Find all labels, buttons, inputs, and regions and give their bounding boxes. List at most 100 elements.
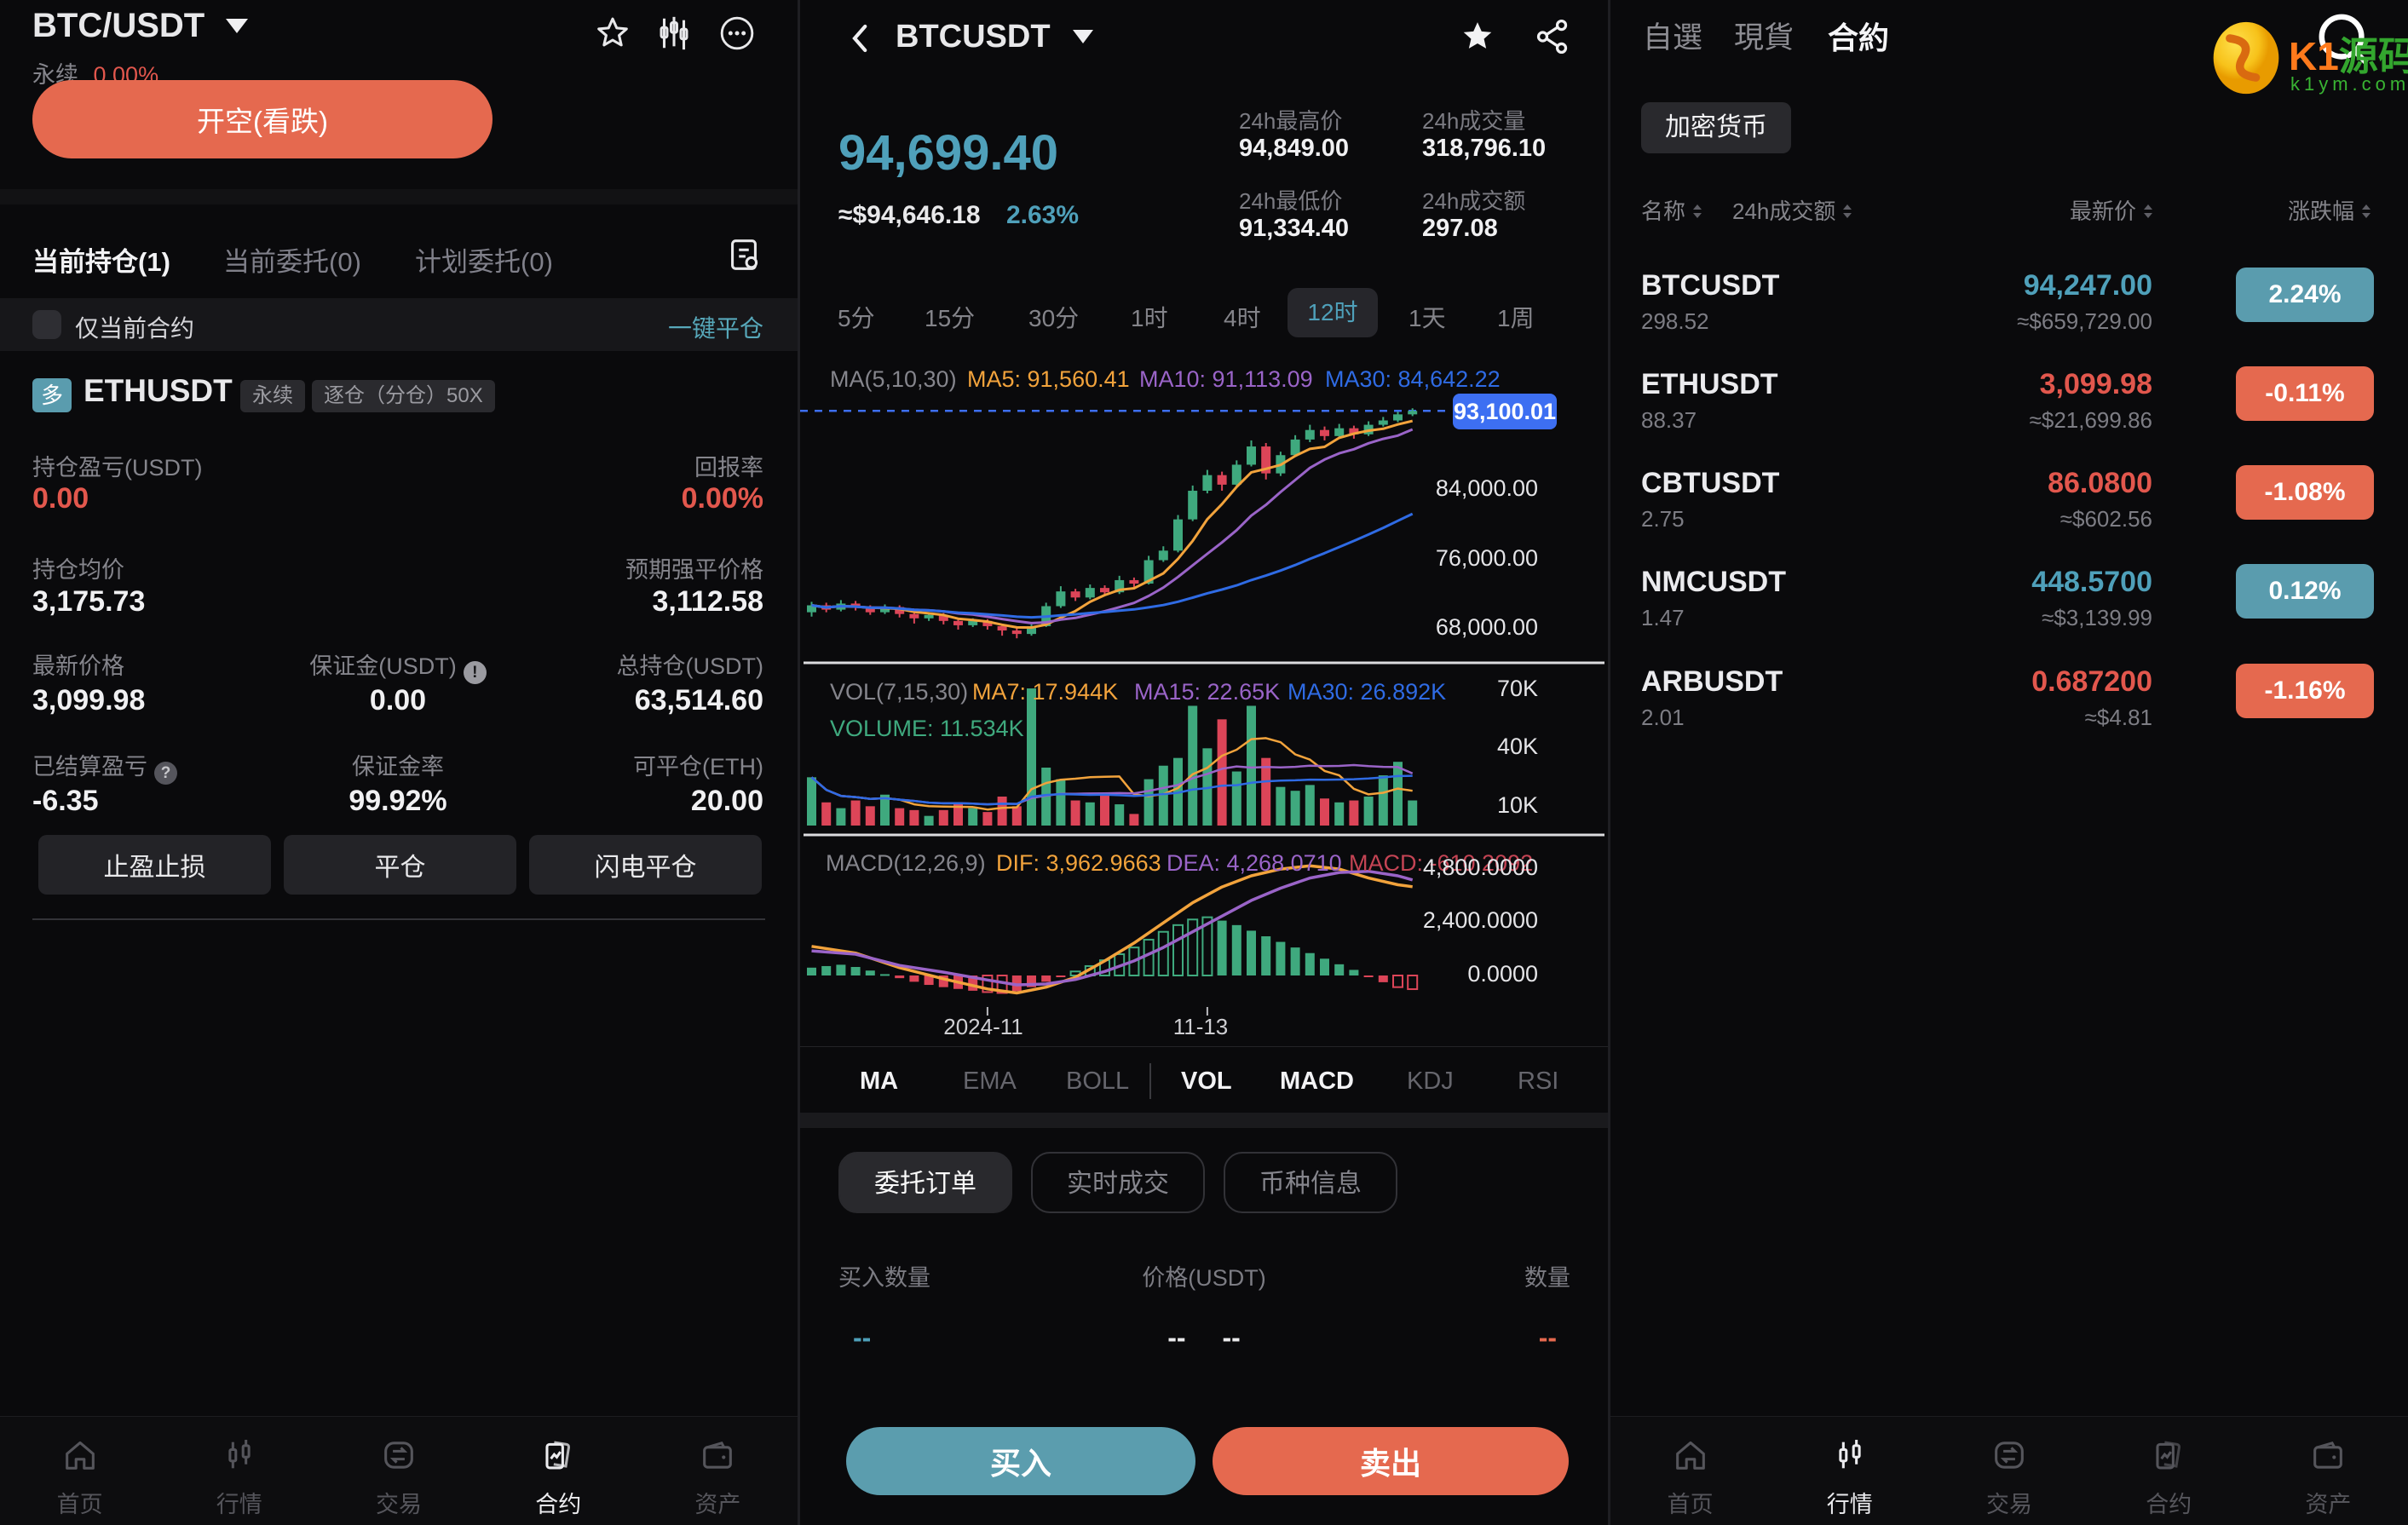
open-short-button[interactable]: 开空(看跌) <box>32 80 493 158</box>
order-tab-委托订单[interactable]: 委托订单 <box>838 1152 1012 1213</box>
vol-axis-label: 10K <box>1496 792 1538 818</box>
buy-button[interactable]: 买入 <box>846 1427 1195 1495</box>
price-axis-label: 84,000.00 <box>1435 475 1538 501</box>
only-current-checkbox[interactable] <box>32 310 61 339</box>
back-icon[interactable] <box>843 20 879 60</box>
sort-header-24h成交额[interactable]: 24h成交额 <box>1732 194 1854 226</box>
order-tab-币种信息[interactable]: 币种信息 <box>1224 1152 1397 1213</box>
field-label: 回报率 <box>694 455 763 481</box>
order-history-icon[interactable] <box>724 235 763 279</box>
field-label: 保证金率 <box>352 754 444 780</box>
row-change-badge[interactable]: -1.08% <box>2236 465 2374 520</box>
timeframe-1时[interactable]: 1时 <box>1131 305 1168 331</box>
vol-ma30: MA30: 26.892K <box>1288 679 1447 705</box>
right-nav-item-合约[interactable]: 合约 <box>2089 1417 2249 1525</box>
left-nav-item-交易[interactable]: 交易 <box>319 1417 478 1525</box>
pair-selector[interactable]: BTC/USDT <box>32 7 249 45</box>
sort-header-最新价[interactable]: 最新价 <box>2070 194 2155 226</box>
left-nav-item-合约[interactable]: 合约 <box>479 1417 638 1525</box>
row-change-badge[interactable]: 2.24% <box>2236 268 2374 322</box>
brand-logo <box>2207 19 2285 101</box>
indicator-tab-MA[interactable]: MA <box>860 1068 899 1095</box>
order-tab-实时成交[interactable]: 实时成交 <box>1031 1152 1205 1213</box>
indicator-settings-icon[interactable] <box>654 14 694 57</box>
nav-label: 行情 <box>1826 1492 1873 1517</box>
stat-value: 91,334.40 <box>1239 215 1350 242</box>
timeframe-12时[interactable]: 12时 <box>1288 288 1378 337</box>
row-price: 94,247.00 <box>2023 269 2152 302</box>
timeframe-30分[interactable]: 30分 <box>1028 305 1080 331</box>
question-icon[interactable]: ? <box>154 762 177 785</box>
row-volume: 2.75 <box>1641 506 1685 532</box>
right-nav-item-交易[interactable]: 交易 <box>1929 1417 2088 1525</box>
trade-icon <box>1990 1436 2029 1479</box>
panel-futures-position: BTC/USDT 永续 0.00% 开空(看跌) 当前持仓(1) 当前委托(0) 计… <box>0 0 798 1525</box>
row-approx: ≈$602.56 <box>2059 506 2152 532</box>
search-icon[interactable] <box>2314 12 2374 76</box>
position-action-2[interactable]: 闪电平仓 <box>529 835 762 895</box>
indicator-tab-KDJ[interactable]: KDJ <box>1407 1068 1454 1095</box>
macd-dea: DEA: 4,268.0710 <box>1167 850 1342 876</box>
left-nav-item-资产[interactable]: 资产 <box>638 1417 798 1525</box>
left-nav-item-行情[interactable]: 行情 <box>159 1417 319 1525</box>
position-tab-2[interactable]: 计划委托(0) <box>415 247 553 277</box>
favorite-icon[interactable] <box>593 14 632 57</box>
row-change-badge[interactable]: -0.11% <box>2236 366 2374 421</box>
bottom-nav-left: 首页 行情 交易 合约 资产 <box>0 1416 798 1525</box>
dash-price: -- -- <box>800 1322 1608 1354</box>
sell-button[interactable]: 卖出 <box>1213 1427 1569 1495</box>
sort-header-涨跌幅[interactable]: 涨跌幅 <box>2288 194 2373 226</box>
macd-axis-label: 4,800.0000 <box>1422 855 1538 880</box>
brand-k1: K1 <box>2289 34 2339 78</box>
indicator-tab-RSI[interactable]: RSI <box>1518 1068 1559 1095</box>
timeframe-1周[interactable]: 1周 <box>1497 305 1535 331</box>
timeframe-1天[interactable]: 1天 <box>1409 305 1446 331</box>
row-change-badge[interactable]: -1.16% <box>2236 664 2374 718</box>
market-icon <box>220 1436 259 1479</box>
row-change-badge[interactable]: 0.12% <box>2236 564 2374 619</box>
timeframe-15分[interactable]: 15分 <box>925 305 976 331</box>
market-row-NMCUSDT[interactable]: NMCUSDT 1.47 448.5700 ≈$3,139.99 0.12% <box>1610 564 2408 654</box>
market-tab-自選[interactable]: 自選 <box>1643 21 1703 55</box>
panel-separator <box>798 0 800 1525</box>
position-tab-1[interactable]: 当前委托(0) <box>223 247 361 277</box>
contract-icon <box>2149 1436 2188 1479</box>
row-symbol: NMCUSDT <box>1641 566 1786 598</box>
left-nav-item-首页[interactable]: 首页 <box>0 1417 159 1525</box>
field-value: 20.00 <box>690 785 763 817</box>
timeframe-5分[interactable]: 5分 <box>838 305 875 331</box>
position-tab-0[interactable]: 当前持仓(1) <box>32 247 170 277</box>
nav-label: 交易 <box>376 1492 422 1517</box>
nav-label: 首页 <box>56 1492 103 1517</box>
right-nav-item-资产[interactable]: 资产 <box>2249 1417 2408 1525</box>
indicator-tab-BOLL[interactable]: BOLL <box>1066 1068 1130 1095</box>
field-value: 3,099.98 <box>32 684 146 716</box>
timeframe-4时[interactable]: 4时 <box>1224 305 1261 331</box>
indicator-tab-VOL[interactable]: VOL <box>1181 1068 1232 1095</box>
field-value: 0.00 <box>32 482 89 515</box>
share-icon[interactable] <box>1533 17 1572 60</box>
position-action-0[interactable]: 止盈止损 <box>38 835 271 895</box>
indicator-tab-EMA[interactable]: EMA <box>963 1068 1017 1095</box>
market-row-ETHUSDT[interactable]: ETHUSDT 88.37 3,099.98 ≈$21,699.86 -0.11% <box>1610 366 2408 457</box>
close-all-link[interactable]: 一键平仓 <box>667 315 763 342</box>
right-nav-item-首页[interactable]: 首页 <box>1610 1417 1770 1525</box>
row-price: 448.5700 <box>2031 566 2152 598</box>
market-tab-合約[interactable]: 合約 <box>1828 20 1890 55</box>
market-row-ARBUSDT[interactable]: ARBUSDT 2.01 0.687200 ≈$4.81 -1.16% <box>1610 664 2408 754</box>
market-row-CBTUSDT[interactable]: CBTUSDT 2.75 86.0800 ≈$602.56 -1.08% <box>1610 465 2408 555</box>
chart-symbol-selector[interactable]: BTCUSDT <box>896 19 1094 55</box>
market-tab-現貨[interactable]: 現貨 <box>1734 21 1794 55</box>
position-action-1[interactable]: 平仓 <box>284 835 516 895</box>
sort-header-名称[interactable]: 名称 <box>1641 194 1704 226</box>
ma10-value: MA10: 91,113.09 <box>1139 366 1313 392</box>
info-icon[interactable]: ! <box>463 661 487 684</box>
category-pill[interactable]: 加密货币 <box>1641 102 1791 153</box>
indicator-tab-MACD[interactable]: MACD <box>1280 1068 1354 1095</box>
kline-chart[interactable] <box>800 375 1608 1048</box>
more-options-icon[interactable] <box>717 14 757 57</box>
right-nav-item-行情[interactable]: 行情 <box>1770 1417 1929 1525</box>
favorite-filled-icon[interactable] <box>1458 17 1497 60</box>
panel-separator <box>1608 0 1610 1525</box>
market-row-BTCUSDT[interactable]: BTCUSDT 298.52 94,247.00 ≈$659,729.00 2.24% <box>1610 268 2408 358</box>
